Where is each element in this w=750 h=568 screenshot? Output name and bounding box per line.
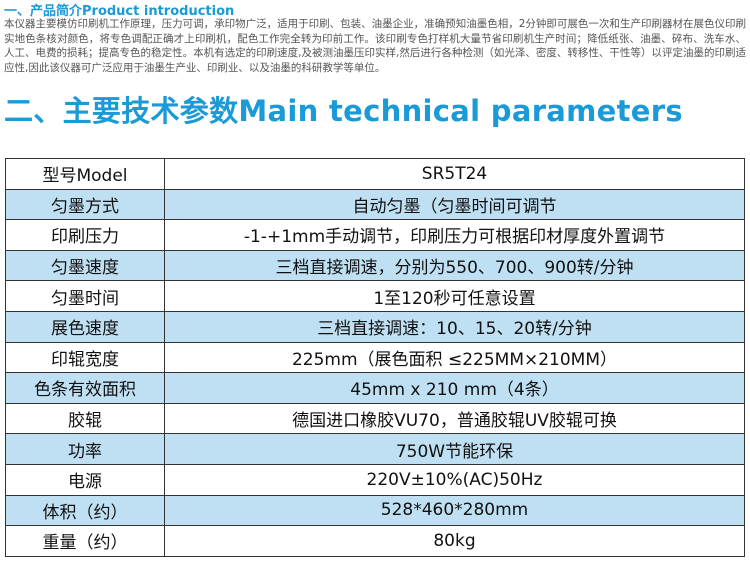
section-title: 二、主要技术参数Main technical parameters xyxy=(4,94,683,128)
table-row: 功率 750W节能环保 xyxy=(5,433,745,465)
table-row: 重量（约） 80kg xyxy=(5,525,745,557)
param-name: 匀墨方式 xyxy=(5,188,165,221)
param-name: 色条有效面积 xyxy=(5,372,165,404)
table-row: 型号Model SR5T24 xyxy=(5,158,745,190)
param-value: SR5T24 xyxy=(164,158,745,190)
table-row: 展色速度 三档直接调速：10、15、20转/分钟 xyxy=(5,310,745,343)
param-name: 印辊宽度 xyxy=(5,341,165,374)
param-name: 匀墨时间 xyxy=(5,280,165,312)
param-name: 体积（约） xyxy=(5,494,165,527)
param-name: 匀墨速度 xyxy=(5,249,165,282)
parameter-table: 型号Model SR5T24 匀墨方式 自动匀墨（匀墨时间可调节 印刷压力 -1-+1mm… xyxy=(5,158,745,557)
param-name: 印刷压力 xyxy=(5,219,165,251)
param-value: 自动匀墨（匀墨时间可调节 xyxy=(164,188,745,221)
param-value: 45mm x 210 mm（4条） xyxy=(164,372,745,404)
param-value: 528*460*280mm xyxy=(164,494,745,527)
param-value: -1-+1mm手动调节，印刷压力可根据印材厚度外置调节 xyxy=(164,219,745,251)
param-value: 德国进口橡胶VU70，普通胶辊UV胶辊可换 xyxy=(164,402,745,435)
param-name: 胶辊 xyxy=(5,402,165,435)
param-value: 220V±10%(AC)50Hz xyxy=(164,463,745,496)
param-name: 功率 xyxy=(5,433,165,465)
table-row: 体积（约） 528*460*280mm xyxy=(5,494,745,527)
param-name: 展色速度 xyxy=(5,310,165,343)
param-value: 80kg xyxy=(164,525,745,557)
param-value: 1至120秒可任意设置 xyxy=(164,280,745,312)
param-value: 三档直接调速，分别为550、700、900转/分钟 xyxy=(164,249,745,282)
intro-text: 本仪器主要模仿印刷机工作原理，压力可调，承印物广泛，适用于印刷、包装、油墨企业，… xyxy=(4,18,746,74)
param-name: 电源 xyxy=(5,463,165,496)
table-row: 色条有效面积 45mm x 210 mm（4条） xyxy=(5,372,745,404)
table-row: 电源 220V±10%(AC)50Hz xyxy=(5,463,745,496)
table-row: 胶辊 德国进口橡胶VU70，普通胶辊UV胶辊可换 xyxy=(5,402,745,435)
table-row: 匀墨速度 三档直接调速，分别为550、700、900转/分钟 xyxy=(5,249,745,282)
table-row: 印辊宽度 225mm（展色面积 ≤225MM×210MM） xyxy=(5,341,745,374)
param-name: 重量（约） xyxy=(5,525,165,557)
param-name: 型号Model xyxy=(5,158,165,190)
section-title: 一、产品简介Product introduction xyxy=(4,4,235,19)
table-row: 匀墨方式 自动匀墨（匀墨时间可调节 xyxy=(5,188,745,221)
table-row: 匀墨时间 1至120秒可任意设置 xyxy=(5,280,745,312)
param-value: 三档直接调速：10、15、20转/分钟 xyxy=(164,310,745,343)
param-value: 750W节能环保 xyxy=(164,433,745,465)
param-value: 225mm（展色面积 ≤225MM×210MM） xyxy=(164,341,745,374)
table-row: 印刷压力 -1-+1mm手动调节，印刷压力可根据印材厚度外置调节 xyxy=(5,219,745,251)
